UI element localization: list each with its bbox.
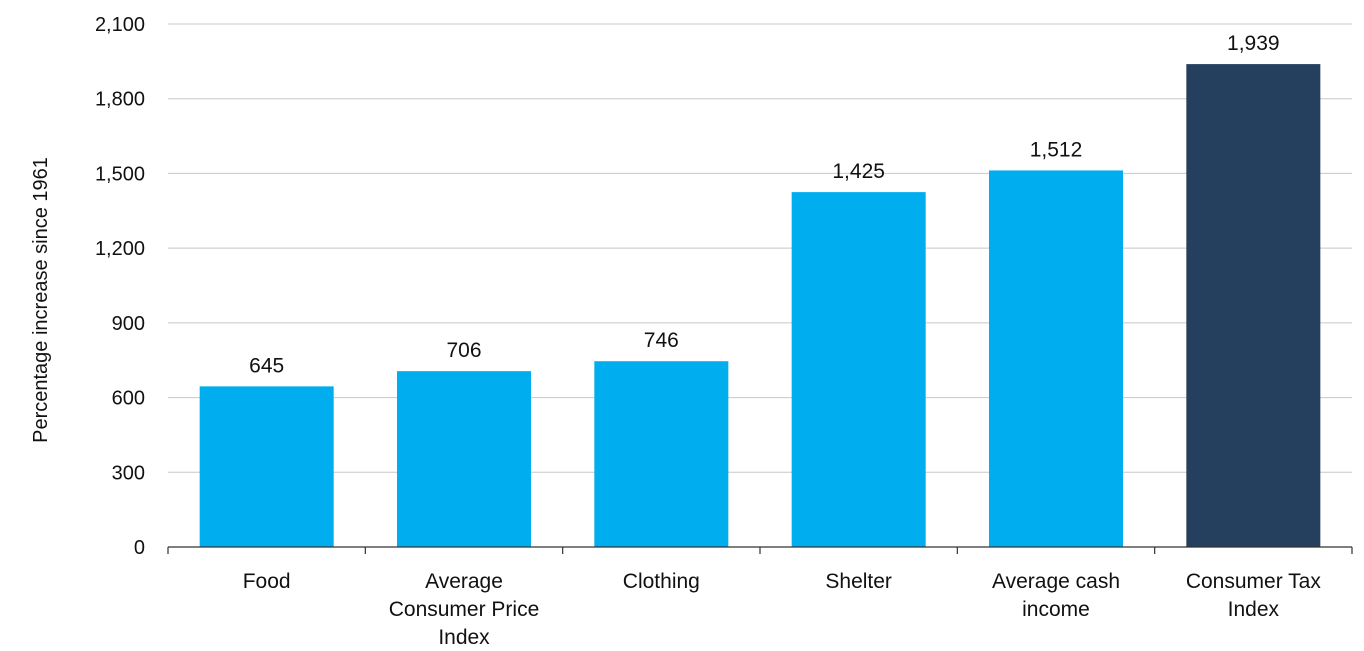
x-tick-label-line: Average cash [992, 570, 1120, 593]
y-tick-label: 0 [134, 537, 145, 559]
bar [989, 170, 1123, 547]
x-tick-label: Clothing [623, 570, 700, 593]
data-label: 1,939 [1227, 32, 1280, 55]
x-tick-label-line: Index [1228, 598, 1280, 621]
x-tick-label-line: Index [438, 626, 490, 649]
y-tick-label: 300 [112, 462, 145, 484]
y-tick-label: 1,800 [95, 89, 145, 111]
gridlines [168, 23, 1352, 473]
bar [199, 386, 334, 547]
data-label: 1,425 [832, 160, 885, 183]
bar [791, 192, 926, 547]
bar [397, 371, 531, 547]
data-label: 1,512 [1030, 138, 1083, 161]
y-tick-label: 600 [112, 388, 145, 410]
bar [1186, 64, 1321, 547]
y-tick-label: 900 [112, 313, 145, 335]
x-tick-label: Food [243, 570, 291, 593]
data-label: 645 [249, 354, 284, 377]
x-axis [167, 546, 1353, 554]
x-tick-label: Consumer Tax Index [1186, 570, 1322, 621]
x-tick-label-line: Food [243, 570, 291, 593]
x-tick-label-line: income [1022, 598, 1090, 621]
x-axis-ticks: Food Average Consumer Price Index Clothing Sh… [243, 570, 1322, 649]
x-tick-label-line: Consumer Price [389, 598, 540, 621]
bars [199, 64, 1321, 547]
data-labels: 645 706 746 1,425 1,512 1,939 [249, 32, 1279, 377]
bar [594, 361, 729, 547]
y-axis-ticks: 0 300 600 900 1,200 1,500 1,800 2,100 [95, 14, 145, 559]
y-tick-label: 1,500 [95, 163, 145, 185]
x-tick-label: Average cash income [992, 570, 1120, 621]
x-tick-label-line: Clothing [623, 570, 700, 593]
data-label: 746 [644, 329, 679, 352]
y-tick-label: 2,100 [95, 14, 145, 36]
data-label: 706 [446, 339, 481, 362]
x-tick-label: Average Consumer Price Index [389, 570, 540, 649]
x-tick-label-line: Average [425, 570, 503, 593]
x-tick-label-line: Consumer Tax [1186, 570, 1322, 593]
y-tick-label: 1,200 [95, 238, 145, 260]
x-tick-label-line: Shelter [825, 570, 892, 593]
x-tick-label: Shelter [825, 570, 892, 593]
y-axis-title: Percentage increase since 1961 [30, 157, 52, 443]
